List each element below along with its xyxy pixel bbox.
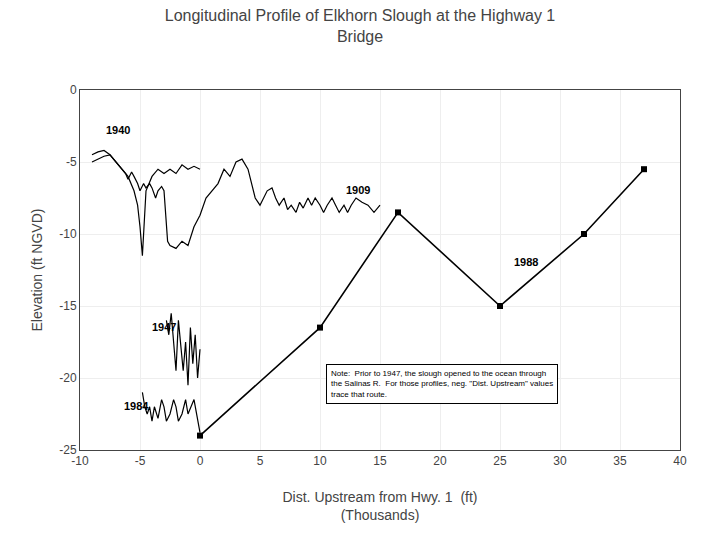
svg-text:0: 0 (70, 83, 77, 97)
svg-text:-5: -5 (135, 454, 146, 468)
svg-text:1988: 1988 (514, 256, 538, 268)
svg-text:15: 15 (373, 454, 387, 468)
svg-text:1940: 1940 (106, 124, 130, 136)
svg-text:10: 10 (313, 454, 327, 468)
svg-text:Note: Prior to 1947, the slou: Note: Prior to 1947, the slough opened t… (331, 369, 553, 399)
svg-text:25: 25 (493, 454, 507, 468)
svg-text:-15: -15 (59, 299, 77, 313)
svg-text:30: 30 (553, 454, 567, 468)
svg-text:Longitudinal Profile of Elkhor: Longitudinal Profile of Elkhorn Slough a… (165, 7, 556, 45)
svg-text:20: 20 (433, 454, 447, 468)
svg-text:-10: -10 (71, 454, 89, 468)
svg-text:40: 40 (673, 454, 687, 468)
svg-text:-20: -20 (59, 371, 77, 385)
svg-text:0: 0 (197, 454, 204, 468)
svg-text:-10: -10 (59, 227, 77, 241)
svg-text:1909: 1909 (346, 184, 370, 196)
svg-text:1984: 1984 (124, 400, 149, 412)
svg-text:Elevation (ft NGVD): Elevation (ft NGVD) (29, 209, 45, 332)
svg-text:5: 5 (257, 454, 264, 468)
svg-text:1947: 1947 (152, 321, 176, 333)
svg-text:-5: -5 (66, 155, 77, 169)
svg-text:-25: -25 (59, 443, 77, 457)
svg-text:Dist. Upstream from Hwy. 1 (f: Dist. Upstream from Hwy. 1 (ft)(Thousand… (283, 489, 478, 523)
svg-text:35: 35 (613, 454, 627, 468)
